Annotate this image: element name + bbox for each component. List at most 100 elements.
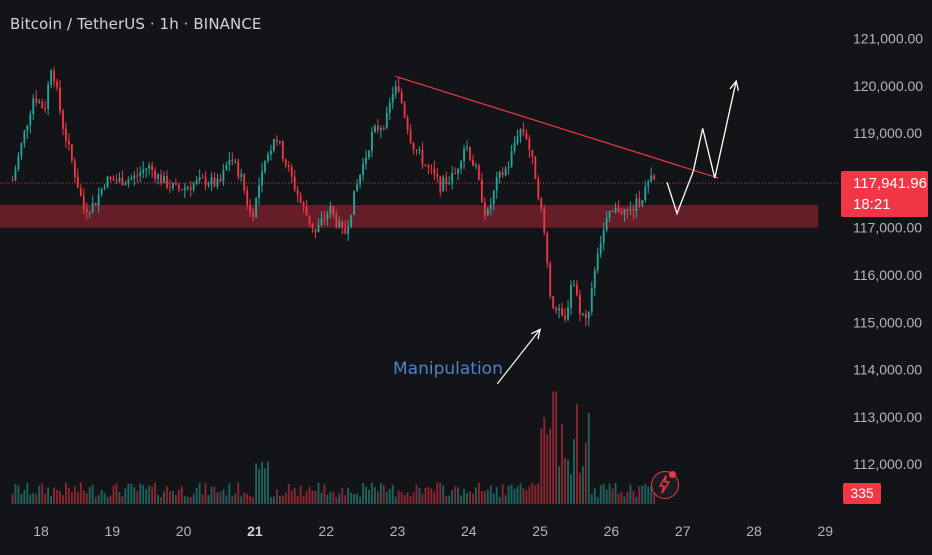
volume-bar xyxy=(85,493,88,504)
volume-bar xyxy=(308,486,311,504)
candle-body xyxy=(88,212,91,214)
volume-bar xyxy=(287,483,290,504)
candle-body xyxy=(567,307,569,320)
candle-body xyxy=(427,165,430,168)
volume-bar xyxy=(537,483,540,504)
candle-body xyxy=(341,221,344,229)
candle-body xyxy=(617,208,620,213)
candle-body xyxy=(644,186,647,200)
candle-body xyxy=(32,98,35,115)
symbol-title[interactable]: Bitcoin / TetherUS · 1h · BINANCE xyxy=(10,15,262,33)
volume-bar xyxy=(463,489,465,504)
volume-bar xyxy=(130,483,133,504)
candle-body xyxy=(157,174,159,179)
candle-body xyxy=(454,173,457,175)
volume-bar xyxy=(68,487,70,504)
candle-body xyxy=(222,170,225,182)
volume-bar xyxy=(302,495,305,504)
volume-bar xyxy=(338,493,341,504)
candle-body xyxy=(204,177,207,186)
manipulation-arrowhead xyxy=(530,328,542,340)
candle-body xyxy=(415,149,418,151)
candle-body xyxy=(647,181,650,187)
candle-body xyxy=(549,263,552,297)
volume-bar xyxy=(507,485,510,504)
volume-bar xyxy=(258,468,260,504)
candle-body xyxy=(160,174,162,183)
candle-body xyxy=(100,188,103,195)
candle-body xyxy=(186,187,189,189)
volume-bar xyxy=(56,489,58,504)
volume-bar xyxy=(296,495,299,504)
candle-body xyxy=(314,228,317,232)
candle-body xyxy=(376,125,379,131)
volume-bar xyxy=(614,482,617,504)
volume-bar xyxy=(174,494,177,504)
candle-body xyxy=(130,178,133,180)
candle-body xyxy=(463,148,465,162)
volume-bar xyxy=(638,486,641,504)
volume-bar xyxy=(421,493,424,504)
volume-bar xyxy=(112,485,115,504)
candle-body xyxy=(127,179,130,184)
volume-bar xyxy=(379,483,382,504)
volume-bar xyxy=(486,489,489,504)
candle-body xyxy=(504,168,507,176)
candle-body xyxy=(650,175,653,182)
candle-body xyxy=(602,230,605,244)
volume-bar xyxy=(284,492,287,504)
candle-body xyxy=(605,218,608,231)
candle-body xyxy=(171,183,174,188)
candle-body xyxy=(460,161,462,169)
candle-body xyxy=(371,131,373,151)
volume-bar xyxy=(240,496,243,504)
volume-bar xyxy=(570,474,572,504)
volume-bar xyxy=(409,496,412,504)
candle-body xyxy=(65,128,67,141)
candle-body xyxy=(97,194,100,206)
volume-bar xyxy=(118,491,121,504)
candle-body xyxy=(492,190,495,205)
candle-body xyxy=(403,103,406,118)
candle-body xyxy=(629,209,632,211)
volume-bar xyxy=(510,484,513,504)
volume-bar xyxy=(362,483,364,504)
volume-bar xyxy=(430,488,433,504)
candle-body xyxy=(133,175,136,179)
candle-body xyxy=(555,307,558,311)
y-tick-label: 119,000.00 xyxy=(853,125,922,141)
candle-body xyxy=(70,144,73,161)
candle-body xyxy=(195,180,198,184)
volume-bar xyxy=(207,494,210,504)
volume-bar xyxy=(617,494,620,504)
volume-bar xyxy=(371,482,373,504)
volume-bar xyxy=(91,484,94,504)
volume-bar xyxy=(210,486,213,504)
volume-bar xyxy=(231,496,234,504)
volume-bar xyxy=(626,491,629,504)
volume-bar xyxy=(549,428,552,504)
candle-body xyxy=(252,212,255,218)
candle-body xyxy=(240,174,243,177)
candle-body xyxy=(148,165,151,169)
candle-body xyxy=(525,132,528,139)
candle-body xyxy=(38,101,41,103)
volume-bar xyxy=(314,490,317,504)
x-tick-label: 19 xyxy=(105,523,121,539)
candle-body xyxy=(151,165,154,171)
volume-value-tag: 335 xyxy=(843,483,881,504)
volume-bar xyxy=(65,482,67,504)
volume-bar xyxy=(317,482,320,504)
y-tick-label: 120,000.00 xyxy=(853,78,923,94)
volume-bar xyxy=(460,495,462,504)
candle-body xyxy=(519,129,522,137)
volume-bar xyxy=(522,487,525,504)
candle-body xyxy=(653,175,656,180)
candle-body xyxy=(635,198,638,212)
volume-bar xyxy=(516,486,519,504)
volume-bar xyxy=(647,486,650,504)
candle-body xyxy=(79,187,82,196)
candle-body xyxy=(528,138,531,150)
